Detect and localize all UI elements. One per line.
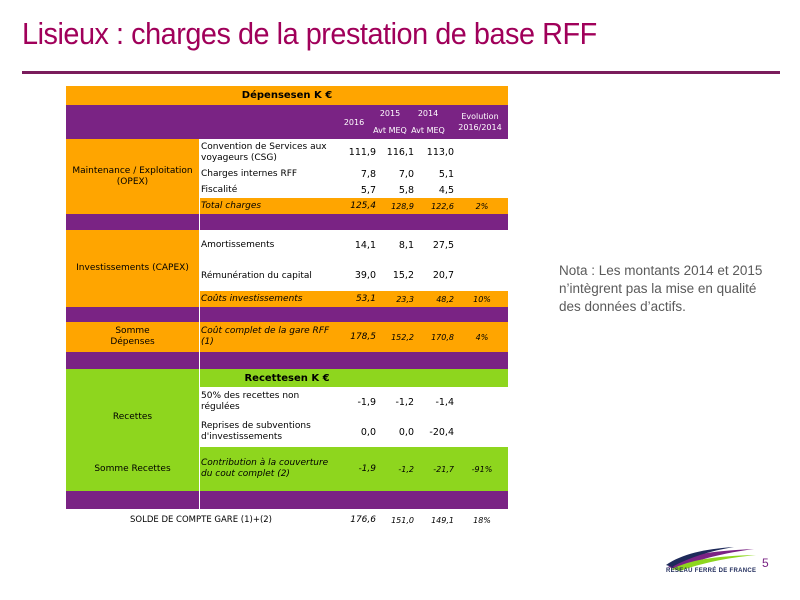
capex-value-2014: 20,7	[432, 270, 454, 281]
opex-total-2014: 122,6	[431, 201, 454, 211]
rff-logo-icon	[666, 547, 756, 571]
opex-value-2015: 116,1	[386, 147, 414, 158]
capex-row-label: Rémunération du capital	[201, 270, 312, 281]
capex-total-label: Coûts investissements	[201, 294, 303, 304]
opex-value-2014: 113,0	[426, 147, 454, 158]
capex-total-evolution: 10%	[473, 294, 491, 304]
opex-value-2014: 4,5	[438, 184, 454, 196]
col-2014-subheader: Avt MEQ	[411, 125, 445, 135]
recettes-value-2014: -1,4	[435, 396, 454, 408]
opex-row-label: Convention de Services aux voyageurs (CS…	[201, 141, 327, 163]
opex-value-2015: 7,0	[398, 168, 414, 180]
capex-value-2014: 27,5	[432, 239, 454, 251]
capex-total-2014: 48,2	[436, 294, 454, 304]
opex-body	[199, 139, 508, 198]
col-2016-header: 2016	[343, 117, 365, 127]
capex-value-2015: 15,2	[392, 270, 414, 281]
separator-band	[66, 307, 508, 322]
col-2015-subheader: Avt MEQ	[373, 125, 407, 135]
capex-total-2016: 53,1	[355, 294, 376, 304]
solde-2016: 176,6	[350, 515, 376, 525]
solde-2014: 149,1	[431, 515, 454, 525]
opex-row-label: Fiscalité	[201, 185, 238, 195]
somme-depenses-2014: 170,8	[431, 332, 454, 342]
recettes-header: Recettesen K €	[66, 369, 508, 387]
page-number: 5	[762, 556, 769, 570]
recettes-body	[199, 387, 508, 447]
somme-depenses-row	[66, 322, 508, 352]
cost-table: Dépensesen K € 2016 2015 Avt MEQ 2014 Av…	[66, 86, 508, 525]
opex-value-2015: 5,8	[398, 184, 414, 196]
recettes-value-2016: 0,0	[360, 426, 376, 438]
capex-value-2016: 14,1	[354, 239, 376, 251]
recettes-value-2015: -1,2	[395, 396, 414, 408]
somme-recettes-2015: -1,2	[398, 464, 414, 474]
col-evolution-header: Evolution 2016/2014	[458, 112, 502, 132]
title-divider	[22, 71, 780, 74]
opex-value-2016: 5,7	[360, 184, 376, 196]
page-title: Lisieux : charges de la prestation de ba…	[22, 16, 597, 51]
separator-band	[66, 214, 508, 230]
somme-depenses-2016: 178,5	[350, 332, 376, 342]
column-divider	[199, 139, 200, 509]
separator-band	[66, 491, 508, 509]
somme-recettes-2014: -21,7	[433, 464, 454, 474]
opex-total-row	[199, 198, 508, 214]
opex-total-2015: 128,9	[391, 201, 414, 211]
capex-value-2016: 39,0	[354, 270, 376, 281]
opex-label: Maintenance / Exploitation (OPEX)	[66, 139, 199, 214]
capex-value-2015: 8,1	[398, 239, 414, 251]
somme-depenses-2015: 152,2	[391, 332, 414, 342]
somme-recettes-2016: -1,9	[358, 464, 376, 474]
recettes-row-label: 50% des recettes non régulées	[201, 391, 300, 412]
solde-evolution: 18%	[473, 515, 491, 525]
capex-total-row	[199, 291, 508, 307]
opex-total-label: Total charges	[201, 201, 262, 211]
separator-band	[66, 352, 508, 369]
recettes-value-2014: -20,4	[429, 426, 454, 438]
capex-row-label: Amortissements	[201, 240, 275, 250]
recettes-label: Recettes	[66, 387, 199, 447]
depenses-header: Dépensesen K €	[66, 86, 508, 105]
recettes-value-2015: 0,0	[398, 426, 414, 438]
recettes-value-2016: -1,9	[357, 396, 376, 408]
logo-wordmark: RÉSEAU FERRÉ DE FRANCE	[666, 568, 757, 574]
opex-total-2016: 125,4	[350, 201, 376, 211]
capex-body	[199, 230, 508, 291]
somme-recettes-evolution: -91%	[471, 464, 493, 474]
solde-label: SOLDE DE COMPTE GARE (1)+(2)	[130, 515, 272, 525]
recettes-row-label: Reprises de subventions d'investissement…	[201, 421, 311, 442]
opex-value-2016: 111,9	[348, 147, 376, 158]
col-2014-header: 2014	[417, 108, 439, 118]
somme-recettes-row	[66, 447, 508, 491]
capex-label: Investissements (CAPEX)	[66, 230, 199, 307]
somme-recettes-label: Somme Recettes	[94, 464, 171, 474]
somme-depenses-evolution: 4%	[475, 332, 489, 342]
somme-recettes-desc: Contribution à la couverture du cout com…	[201, 458, 329, 479]
note-text: Nota : Les montants 2014 et 2015 n’intèg…	[559, 263, 763, 314]
somme-depenses-label: Somme Dépenses	[110, 326, 155, 347]
opex-value-2014: 5,1	[438, 168, 454, 180]
capex-total-2015: 23,3	[396, 294, 414, 304]
somme-depenses-desc: Coût complet de la gare RFF (1)	[201, 326, 330, 347]
opex-total-evolution: 2%	[475, 201, 489, 211]
opex-value-2016: 7,8	[360, 168, 376, 180]
col-2015-header: 2015	[379, 108, 401, 118]
column-header-band	[66, 105, 508, 139]
solde-2015: 151,0	[391, 515, 414, 525]
opex-row-label: Charges internes RFF	[201, 169, 298, 179]
